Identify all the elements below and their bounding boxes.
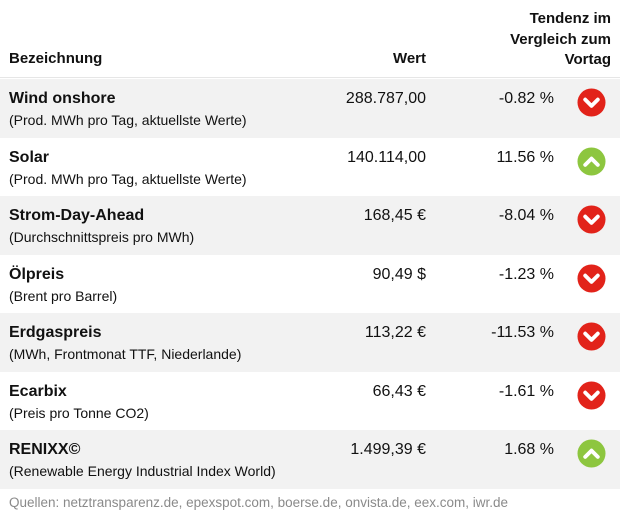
row-name: RENIXX© [9, 441, 81, 458]
sources-footer: Quellen: netztransparenz.de, epexspot.co… [9, 495, 509, 510]
row-description: (Prod. MWh pro Tag, aktuellste Werte) [9, 170, 247, 187]
row-percent-change: -8.04 % [498, 207, 554, 224]
row-description: (Durchschnittspreis pro MWh) [9, 229, 195, 245]
row-description: (Preis pro Tonne CO2) [9, 404, 149, 421]
table-row: Ölpreis (Brent pro Barrel) 90,49 $ -1.23… [0, 255, 620, 314]
row-value: 66,43 € [372, 382, 426, 400]
row-percent-change: -0.82 % [498, 90, 554, 107]
row-percent-change: 11.56 % [496, 148, 554, 166]
row-value: 140.114,00 [347, 148, 426, 166]
row-name: Strom-Day-Ahead [9, 207, 145, 224]
row-percent-change: -11.53 % [491, 324, 554, 341]
table-row: Strom-Day-Ahead (Durchschnittspreis pro … [0, 196, 620, 255]
row-value: 90,49 $ [372, 265, 426, 283]
table-row: Ecarbix (Preis pro Tonne CO2) 66,43 € -1… [0, 372, 620, 431]
column-header-name: Bezeichnung [9, 50, 103, 67]
row-percent-change: 1.68 % [504, 441, 554, 458]
row-value: 168,45 € [363, 207, 426, 224]
trend-header-line-1: Tendenz im [529, 10, 611, 27]
row-name: Erdgaspreis [9, 324, 102, 341]
row-description: (MWh, Frontmonat TTF, Niederlande) [9, 346, 242, 362]
table-row: Erdgaspreis (MWh, Frontmonat TTF, Nieder… [0, 313, 620, 372]
arrow-down-icon [577, 205, 606, 234]
table-row: Wind onshore (Prod. MWh pro Tag, aktuell… [0, 79, 620, 138]
row-name: Wind onshore [9, 90, 116, 107]
market-data-table: Wind onshore (Prod. MWh pro Tag, aktuell… [0, 79, 620, 489]
row-description: (Brent pro Barrel) [9, 287, 118, 304]
arrow-down-icon [577, 322, 606, 351]
table-row: RENIXX© (Renewable Energy Industrial Ind… [0, 430, 620, 489]
row-percent-change: -1.23 % [498, 265, 554, 283]
row-name: Ecarbix [9, 382, 67, 400]
trend-header-line-3: Vortag [564, 51, 611, 68]
table-header: Bezeichnung Wert Tendenz im Vergleich zu… [0, 0, 620, 78]
table-row: Solar (Prod. MWh pro Tag, aktuellste Wer… [0, 138, 620, 197]
arrow-down-icon [577, 380, 606, 410]
row-name: Ölpreis [9, 265, 65, 283]
arrow-down-icon [577, 88, 606, 117]
column-header-value: Wert [392, 50, 426, 67]
row-value: 288.787,00 [345, 90, 426, 107]
row-value: 113,22 € [364, 324, 426, 341]
arrow-down-icon [577, 263, 606, 293]
row-percent-change: -1.61 % [498, 382, 554, 400]
row-name: Solar [9, 148, 50, 166]
arrow-up-icon [577, 439, 606, 468]
arrow-up-icon [577, 146, 606, 176]
row-description: (Prod. MWh pro Tag, aktuellste Werte) [9, 112, 247, 128]
trend-header-line-2: Vergleich zum [510, 30, 611, 48]
row-value: 1.499,39 € [350, 441, 426, 458]
column-header-trend: Tendenz im Vergleich zum Vortag [461, 9, 611, 71]
row-description: (Renewable Energy Industrial Index World… [9, 463, 276, 479]
